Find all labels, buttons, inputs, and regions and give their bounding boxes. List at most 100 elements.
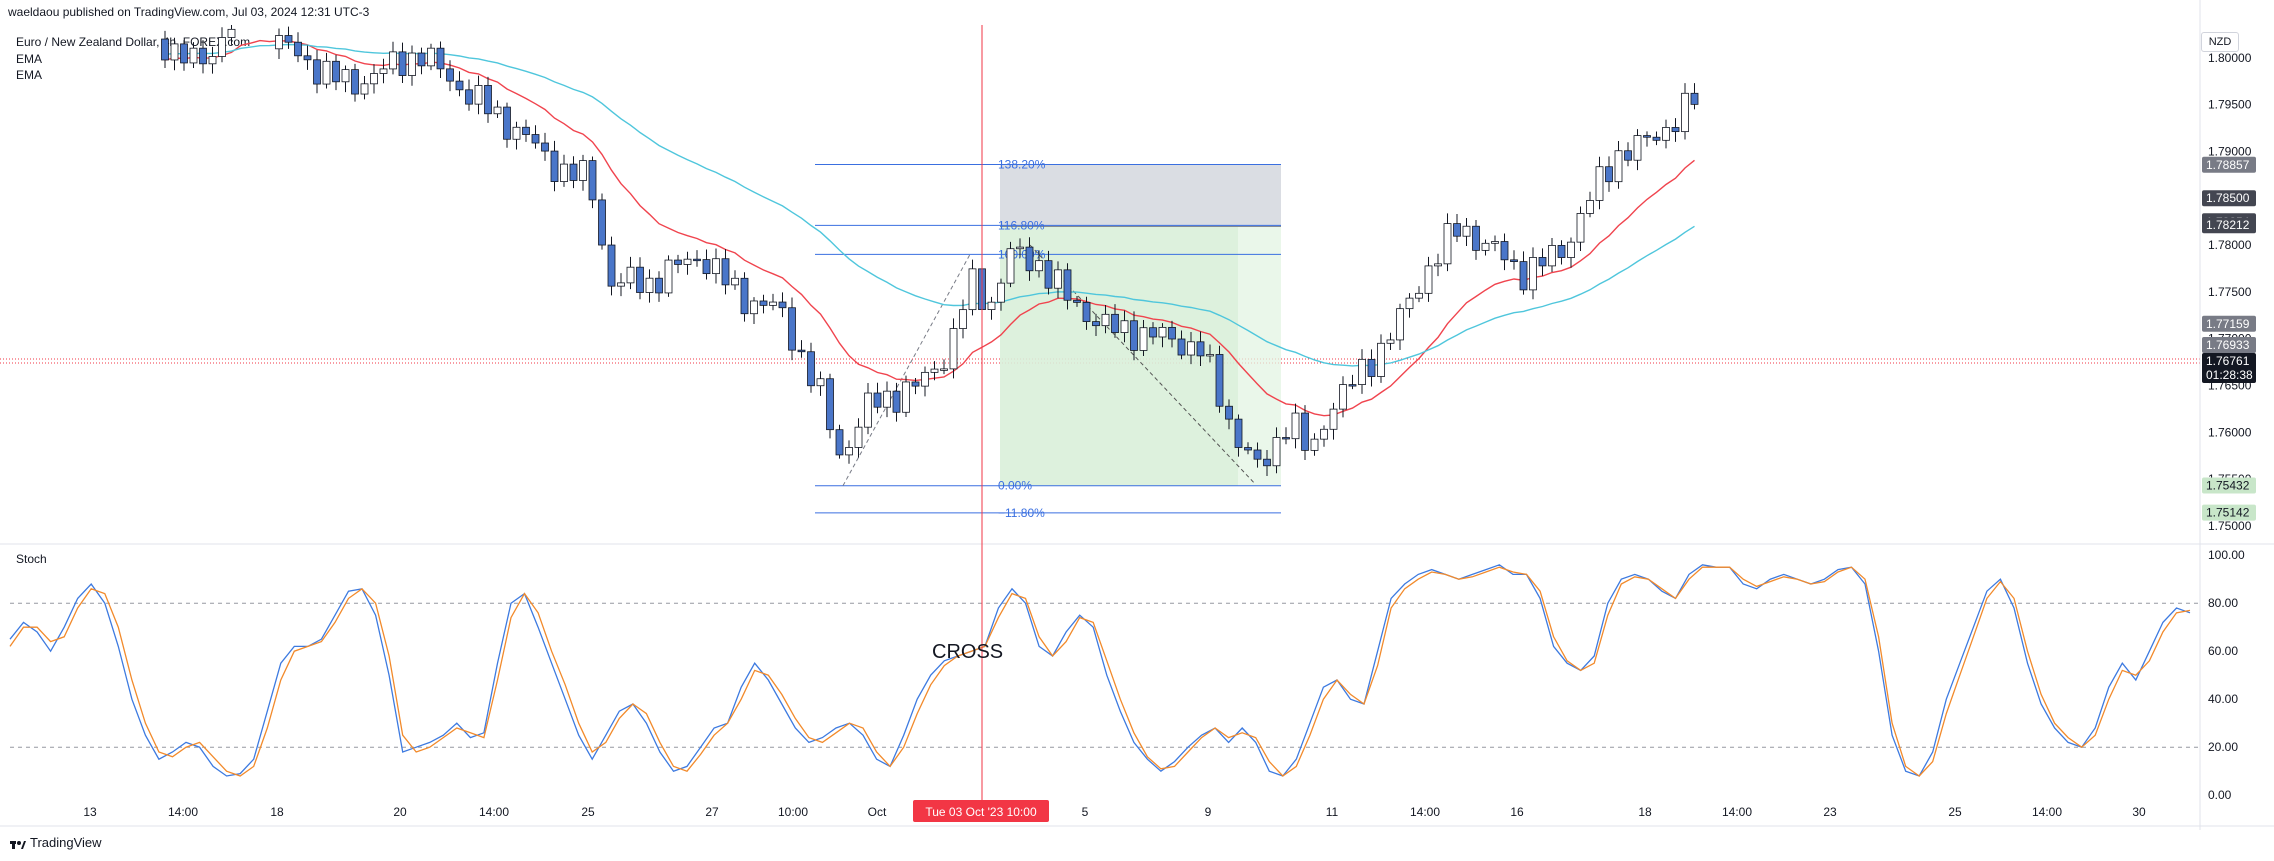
ema-legend-slow[interactable]: EMA [16, 68, 43, 82]
time-tick-label: 30 [2132, 805, 2146, 819]
candle-body [370, 73, 378, 85]
price-label-badge [2202, 477, 2256, 494]
candle-body [1158, 326, 1167, 338]
stoch-tick-label: 100.00 [2208, 548, 2245, 562]
candle-body [351, 69, 359, 95]
candle-body [1538, 257, 1547, 267]
time-tick-label: 23 [1823, 805, 1837, 819]
candle-body [208, 56, 217, 65]
price-label-text: 1.75432 [2206, 479, 2250, 493]
ema-legend-fast[interactable]: EMA [16, 52, 43, 66]
candle-body [1443, 223, 1452, 265]
candle-body [1329, 408, 1338, 430]
price-tick-label: 1.79500 [2208, 98, 2252, 112]
candle-body [1472, 225, 1480, 251]
published-by-text: waeldaou published on TradingView.com, J… [8, 5, 370, 19]
symbol-legend[interactable]: Euro / New Zealand Dollar, 4h, FOREX.com [16, 35, 251, 49]
candle-body [541, 142, 549, 152]
fib-level-label: 0.00% [998, 479, 1032, 493]
time-tick-label: 25 [581, 805, 595, 819]
stoch-legend[interactable]: Stoch [16, 552, 47, 566]
price-label-badge [2202, 156, 2256, 173]
candle-body [1044, 260, 1053, 289]
candle-body [645, 277, 654, 293]
candle-body [1130, 320, 1138, 351]
candle-body [921, 371, 929, 387]
candle-body [1462, 225, 1471, 237]
time-tick-label: 9 [1205, 805, 1212, 819]
candle-body [227, 28, 236, 38]
candle-body [1595, 166, 1604, 201]
candle-body [1424, 265, 1433, 294]
candle-body [1453, 223, 1461, 237]
candle-body [864, 392, 872, 428]
candle-body [968, 268, 977, 311]
candle-body [1120, 320, 1129, 333]
candle-body [303, 55, 312, 61]
candle-body [1519, 261, 1528, 291]
candle-body [626, 266, 635, 284]
currency-button[interactable]: NZD [2201, 32, 2239, 52]
candle-body [740, 277, 749, 315]
time-tick-label: Oct [868, 805, 887, 819]
candle-body [617, 282, 625, 287]
candle-body [892, 390, 901, 413]
price-tick-label: 1.78000 [2208, 238, 2252, 252]
candle-body [759, 300, 768, 306]
candle-body [902, 381, 910, 413]
candle-body [1101, 313, 1110, 327]
candle-body [1491, 241, 1499, 244]
price-tick-label: 1.76000 [2208, 425, 2252, 439]
candle-body [636, 266, 644, 293]
price-tick-label: 1.75000 [2208, 519, 2252, 533]
stoch-tick-label: 20.00 [2208, 740, 2238, 754]
stoch-k-line [9, 564, 2191, 777]
price-label-badge [2202, 336, 2256, 353]
candle-body [1367, 358, 1376, 377]
candle-body [693, 258, 701, 262]
candle-body [1215, 354, 1224, 407]
candle-body [1339, 384, 1347, 410]
candle-body [721, 258, 730, 286]
time-tick-label: 14:00 [2032, 805, 2062, 819]
candle-body [1149, 327, 1157, 338]
candle-body [218, 37, 226, 57]
candle-body [531, 134, 540, 144]
candle-body [930, 368, 939, 373]
time-tick-label: 16 [1510, 805, 1524, 819]
candle-body [674, 259, 682, 265]
candle-body [170, 43, 179, 61]
countdown-label: 01:28:38 [2206, 368, 2253, 382]
footer-brand: TradingView [10, 835, 102, 850]
stoch-d-line [9, 566, 2191, 777]
candle-body [1177, 338, 1186, 356]
crosshair-time-badge [913, 800, 1049, 822]
candle-body [579, 160, 587, 181]
fib-trend-line [842, 254, 971, 486]
candle-body [598, 199, 606, 246]
candle-body [1377, 342, 1385, 377]
price-label-badge [2202, 217, 2256, 234]
candle-body [322, 60, 331, 85]
candle-body [1082, 301, 1091, 322]
candle-body [1310, 438, 1319, 451]
fib-level-label: −11.80% [998, 506, 1045, 520]
candle-body [1662, 127, 1670, 141]
candle-body [835, 429, 844, 456]
ema-slow-line [164, 43, 1695, 367]
candle-body [484, 85, 492, 115]
candle-body [1187, 341, 1195, 356]
candle-body [788, 307, 796, 351]
candle-body [769, 301, 777, 306]
candle-body [1576, 213, 1585, 243]
candle-body [826, 378, 834, 431]
candle-body [313, 59, 321, 85]
price-label-text: 1.77159 [2206, 317, 2250, 331]
time-tick-label: 18 [1638, 805, 1652, 819]
candle-body [493, 106, 502, 115]
price-label-badge [2202, 353, 2256, 384]
candle-body [332, 60, 340, 83]
candle-body [294, 41, 302, 57]
candle-body [845, 447, 853, 456]
